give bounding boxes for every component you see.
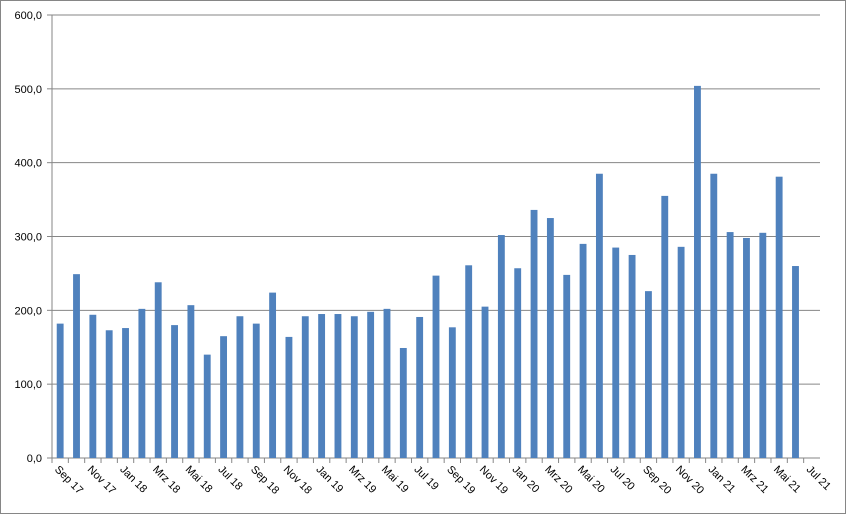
bar: [514, 268, 522, 458]
bar: [710, 173, 718, 458]
bar: [56, 323, 64, 458]
bar: [252, 323, 260, 458]
bar: [775, 176, 783, 458]
bar: [416, 316, 424, 458]
bar: [497, 235, 505, 458]
bar: [546, 218, 554, 458]
bar: [122, 328, 129, 458]
bar: [73, 274, 80, 458]
bar: [612, 247, 620, 458]
bar: [628, 254, 636, 458]
bar: [579, 243, 587, 458]
bar: [285, 336, 293, 458]
bar: [661, 195, 669, 458]
bar: [334, 314, 342, 458]
bar: [432, 275, 440, 458]
y-tick-label: 400,0: [14, 158, 42, 170]
bar: [792, 266, 799, 458]
y-tick-label: 0,0: [27, 453, 42, 465]
bar: [105, 330, 113, 458]
bar: [399, 347, 407, 458]
bar: [171, 325, 178, 458]
bar: [595, 173, 603, 458]
bar: [759, 232, 767, 458]
bar: [301, 316, 309, 458]
bar: [530, 209, 538, 458]
y-tick-label: 100,0: [14, 379, 42, 391]
bar: [644, 291, 652, 458]
bar: [563, 274, 571, 458]
bar: [269, 292, 277, 458]
bar: [318, 314, 326, 458]
bar: [383, 308, 391, 458]
bar: [203, 354, 211, 458]
y-tick-label: 300,0: [14, 232, 42, 244]
bar: [236, 316, 244, 458]
bar: [187, 305, 195, 458]
bar: [677, 246, 685, 458]
y-tick-label: 500,0: [14, 84, 42, 96]
bar: [154, 282, 162, 458]
bar: [220, 336, 228, 458]
bar: [448, 327, 456, 458]
bar: [726, 232, 734, 458]
bar: [367, 311, 375, 458]
y-tick-label: 600,0: [14, 10, 42, 22]
bar: [743, 237, 750, 458]
bar: [481, 306, 489, 458]
y-tick-label: 200,0: [14, 305, 42, 317]
bar: [694, 85, 701, 458]
bar: [465, 265, 473, 458]
bar: [350, 316, 358, 458]
bar: [89, 314, 97, 458]
bar: [138, 308, 146, 458]
